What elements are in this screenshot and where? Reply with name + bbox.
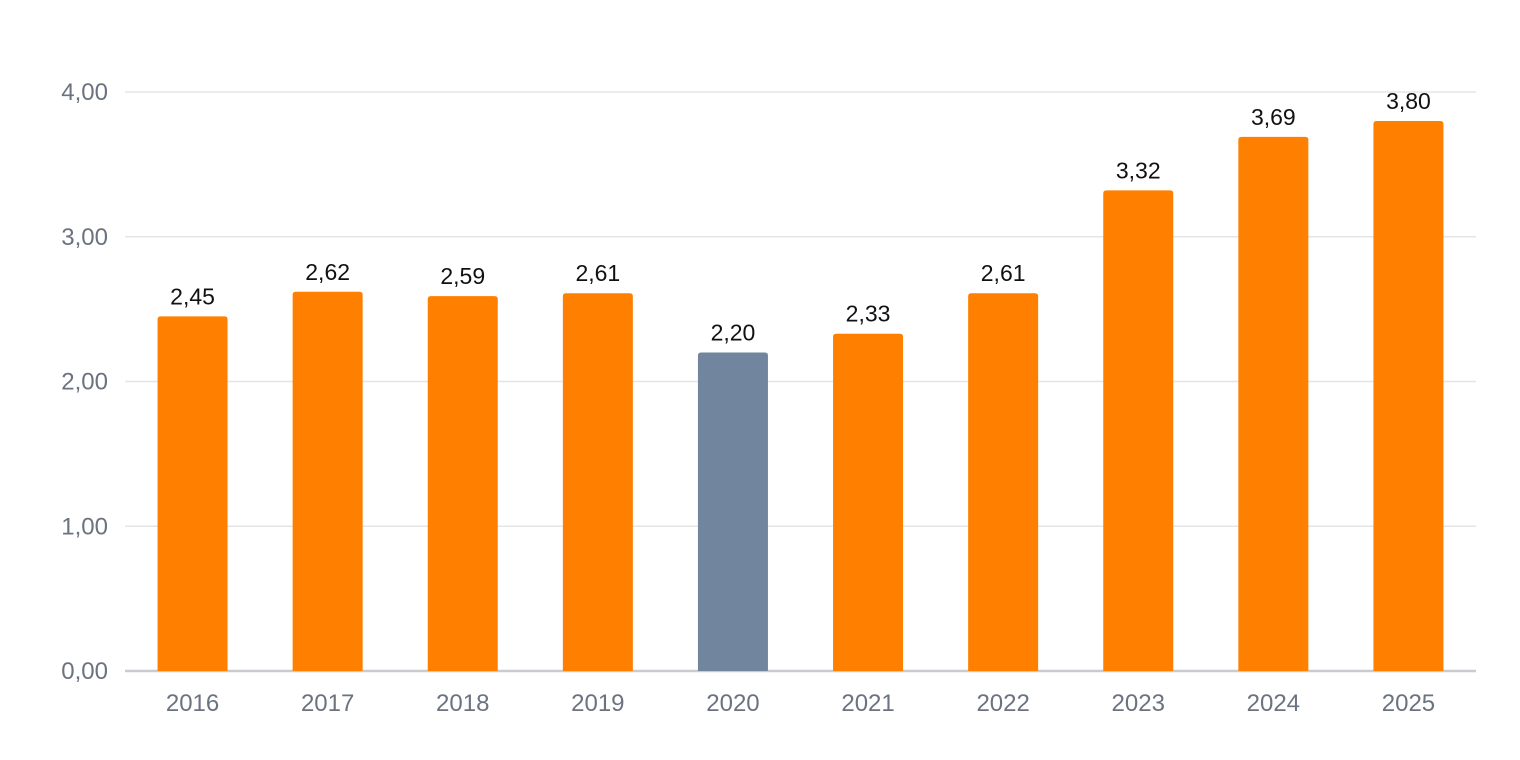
y-tick-label: 3,00 [61, 224, 108, 251]
data-label-2017: 2,62 [305, 259, 350, 285]
data-label-2022: 2,61 [981, 260, 1026, 286]
bar-2022 [968, 293, 1039, 671]
bar-2020 [697, 352, 768, 671]
data-label-2016: 2,45 [170, 283, 215, 309]
data-label-2024: 3,69 [1251, 104, 1296, 130]
y-axis: 0,00 1,00 2,00 3,00 4,00 [61, 79, 108, 685]
x-tick-label-2018: 2018 [436, 690, 489, 717]
x-tick-label-2022: 2022 [976, 690, 1029, 717]
bar-2023 [1103, 190, 1174, 671]
y-tick-label: 4,00 [61, 79, 108, 106]
data-label-2025: 3,80 [1386, 88, 1431, 114]
data-label-2018: 2,59 [440, 263, 485, 289]
bar-2016 [157, 316, 228, 671]
data-label-2019: 2,61 [575, 260, 620, 286]
x-tick-label-2024: 2024 [1247, 690, 1300, 717]
bars [157, 120, 1444, 671]
bar-2021 [833, 333, 904, 671]
x-tick-label-2017: 2017 [301, 690, 354, 717]
x-tick-label-2016: 2016 [166, 690, 219, 717]
y-tick-label: 2,00 [61, 369, 108, 396]
data-label-2021: 2,33 [846, 301, 891, 327]
bar-2018 [427, 296, 498, 671]
x-tick-label-2021: 2021 [841, 690, 894, 717]
x-axis: 2016 2017 2018 2019 2020 2021 2022 2023 2024 2025 [166, 690, 1435, 717]
data-label-2020: 2,20 [711, 320, 756, 346]
data-labels: 2,45 2,62 2,59 2,61 2,20 2,33 2,61 3,32 3,69 3,80 [170, 88, 1431, 346]
bar-2025 [1373, 120, 1444, 671]
x-tick-label-2020: 2020 [706, 690, 759, 717]
bar-2019 [562, 293, 633, 671]
x-tick-label-2019: 2019 [571, 690, 624, 717]
bar-2024 [1238, 136, 1309, 671]
bar-2017 [292, 291, 363, 671]
x-tick-label-2025: 2025 [1382, 690, 1435, 717]
y-tick-label: 1,00 [61, 513, 108, 540]
y-tick-label: 0,00 [61, 658, 108, 685]
x-tick-label-2023: 2023 [1112, 690, 1165, 717]
data-label-2023: 3,32 [1116, 157, 1161, 183]
